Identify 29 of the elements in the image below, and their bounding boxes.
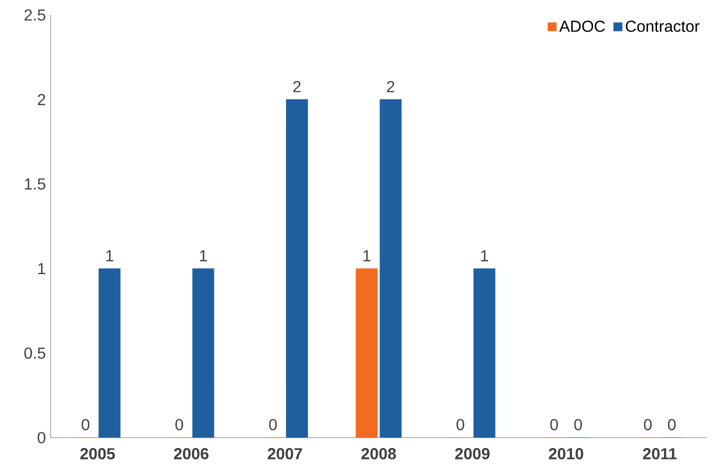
y-tick-label: 0: [38, 432, 46, 444]
x-tick-label: 2005: [80, 448, 115, 460]
data-label: 0: [175, 418, 184, 430]
data-label: 0: [668, 418, 676, 430]
data-label: 0: [574, 418, 582, 430]
data-label: 1: [106, 250, 114, 262]
y-tick-label: 2: [38, 94, 46, 106]
x-tick-label: 2006: [174, 448, 208, 460]
data-label: 0: [456, 418, 464, 430]
data-label: 0: [644, 418, 652, 430]
data-label: 1: [481, 250, 488, 262]
legend-label: Contractor: [626, 20, 700, 32]
x-tick-label: 2011: [643, 448, 677, 460]
data-label: 2: [293, 80, 301, 92]
data-label: 0: [82, 418, 90, 430]
y-tick-label: 2.5: [24, 9, 46, 21]
x-tick-label: 2010: [548, 448, 584, 460]
y-tick-label: 1: [38, 263, 46, 274]
y-tick-label: 1.5: [24, 178, 46, 190]
data-label: 1: [200, 250, 207, 262]
y-tick-label: 0.5: [24, 347, 46, 359]
data-label: 1: [363, 250, 370, 262]
data-label: 0: [269, 418, 277, 430]
x-tick-label: 2008: [361, 448, 396, 460]
x-tick-label: 2007: [268, 448, 302, 460]
legend-label: ADOC: [559, 20, 605, 32]
x-tick-label: 2009: [455, 448, 490, 460]
data-label: 0: [550, 418, 558, 430]
data-label: 2: [387, 80, 394, 92]
